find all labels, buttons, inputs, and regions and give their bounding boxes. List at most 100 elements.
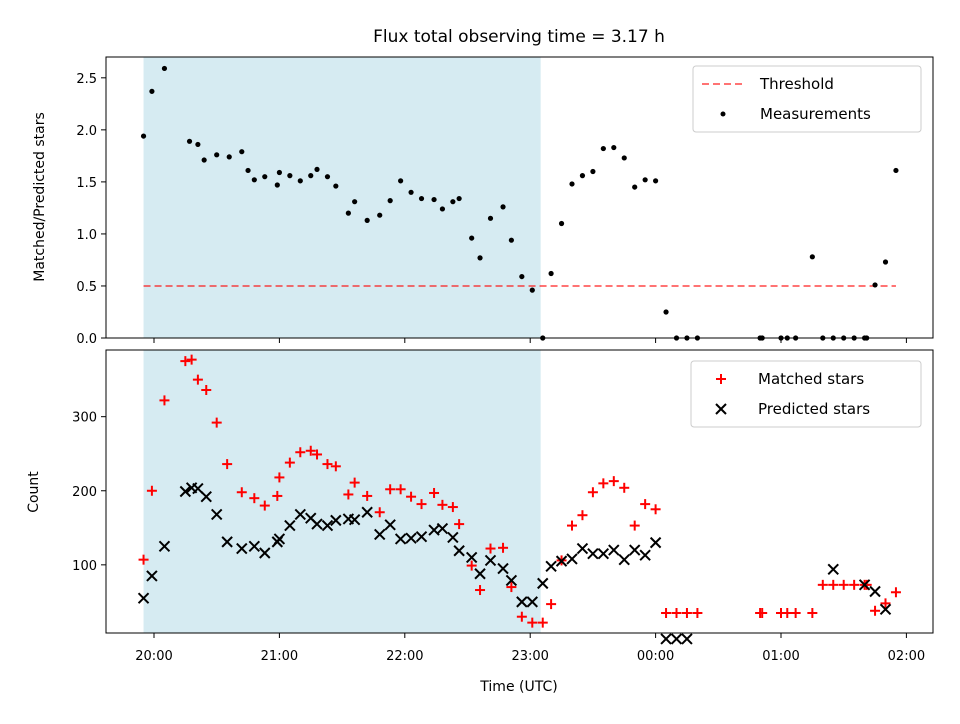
- measurement-point: [431, 196, 437, 203]
- top-y-tick-label: 1.5: [76, 176, 97, 191]
- predicted-star-marker: [576, 542, 589, 555]
- matched-star-marker: [475, 585, 486, 596]
- matched-star-marker: [362, 490, 373, 501]
- measurement-point: [387, 198, 393, 204]
- measurement-point: [149, 88, 155, 94]
- matched-star-marker: [671, 607, 682, 618]
- measurement-point: [569, 181, 575, 187]
- bottom-y-axis-label: Count: [26, 471, 42, 513]
- predicted-star-marker: [137, 592, 150, 604]
- matched-star-marker: [236, 487, 247, 498]
- predicted-star-marker: [384, 519, 396, 531]
- predicted-star-marker: [447, 531, 459, 544]
- matched-star-marker: [577, 510, 588, 521]
- matched-star-marker: [395, 484, 406, 495]
- matched-star-marker: [661, 607, 672, 618]
- matched-star-marker: [259, 500, 270, 511]
- matched-star-marker: [322, 459, 333, 470]
- measurement-point: [548, 270, 554, 277]
- predicted-star-marker: [330, 514, 342, 527]
- bottom-shaded-region: [143, 350, 541, 633]
- matched-star-marker: [640, 499, 651, 510]
- top-y-tick-label: 0.5: [76, 280, 97, 295]
- predicted-star-marker: [146, 570, 158, 582]
- matched-star-marker: [429, 487, 440, 498]
- matched-star-marker: [222, 459, 233, 470]
- predicted-star-marker: [179, 485, 192, 498]
- matched-star-marker: [249, 493, 260, 504]
- chart-title: Flux total observing time = 3.17 h: [373, 27, 665, 47]
- matched-star-marker: [817, 579, 828, 590]
- legend-predicted-label: Predicted stars: [758, 400, 870, 418]
- measurement-point: [456, 195, 462, 202]
- predicted-star-marker: [587, 548, 599, 560]
- top-legend-box: [692, 65, 922, 133]
- measurement-point: [642, 177, 648, 183]
- bottom-x-ticks: 20:00 21:00 22:00 23:00 00:00 01:00 02:00: [135, 633, 925, 664]
- legend-predicted-swatch: [715, 403, 727, 415]
- legend-matched-swatch: [716, 374, 726, 384]
- matched-star-marker: [807, 607, 818, 618]
- matched-star-marker: [598, 478, 609, 489]
- matched-star-marker: [416, 499, 427, 510]
- matched-star-marker: [890, 587, 901, 598]
- measurement-point: [611, 144, 617, 151]
- matched-star-marker: [629, 520, 640, 531]
- predicted-star-marker: [248, 540, 261, 553]
- matched-star-marker: [454, 519, 465, 530]
- x-tick-label: 00:00: [637, 649, 674, 664]
- top-y-tick-label: 1.0: [76, 228, 97, 243]
- top-plot-frame: [105, 56, 934, 339]
- predicted-star-marker: [474, 568, 486, 580]
- measurement-point: [333, 183, 339, 189]
- matched-star-marker: [782, 607, 793, 618]
- measurement-point: [314, 166, 320, 172]
- matched-star-marker: [374, 507, 385, 518]
- bottom-y-tick-label: 300: [72, 411, 97, 426]
- matched-star-marker: [485, 543, 496, 554]
- matched-star-marker: [447, 502, 458, 513]
- predicted-star-marker: [858, 579, 871, 591]
- measurement-point: [477, 255, 483, 261]
- predicted-star-marker: [484, 554, 497, 567]
- measurement-point: [398, 178, 404, 184]
- x-axis-label: Time (UTC): [479, 679, 557, 695]
- measurement-point: [140, 133, 147, 139]
- legend-matched-label: Matched stars: [758, 370, 864, 388]
- predicted-star-marker: [516, 596, 528, 608]
- predicted-star-marker: [670, 633, 683, 645]
- matched-star-marker: [274, 472, 285, 483]
- top-y-tick-label: 2.5: [76, 72, 97, 87]
- matched-star-marker: [498, 542, 509, 553]
- top-panel: 0.0 0.5 1.0 1.5 2.0 2.5 Matched/Predicted sta…: [32, 56, 934, 347]
- predicted-star-marker: [311, 518, 323, 530]
- matched-star-marker: [343, 489, 354, 500]
- measurement-point: [487, 215, 494, 221]
- measurement-point: [345, 210, 351, 216]
- matched-star-marker: [619, 482, 630, 493]
- measurement-point: [408, 189, 414, 195]
- measurement-point: [297, 178, 303, 184]
- bottom-y-tick-label: 100: [72, 559, 97, 574]
- matched-star-marker: [437, 499, 448, 510]
- matched-star-marker: [192, 374, 203, 385]
- predicted-star-marker: [879, 603, 892, 616]
- x-tick-label: 22:00: [386, 649, 423, 664]
- bottom-plot-frame: [105, 349, 934, 634]
- matched-star-marker: [516, 611, 527, 622]
- x-tick-label: 02:00: [888, 649, 925, 664]
- matched-star-marker: [159, 395, 170, 406]
- measurement-point: [529, 287, 535, 293]
- matched-star-marker: [180, 356, 191, 367]
- measurement-point: [519, 273, 525, 280]
- matched-star-marker: [567, 520, 577, 531]
- matched-star-markers: [138, 354, 901, 628]
- measurement-point: [262, 174, 268, 180]
- predicted-star-marker: [869, 585, 881, 598]
- top-legend: Threshold Measurements: [692, 65, 922, 133]
- x-tick-label: 20:00: [135, 649, 172, 664]
- measurement-point: [809, 254, 815, 260]
- legend-measurement-label: Measurements: [760, 105, 871, 123]
- measurement-point: [508, 237, 514, 243]
- predicted-star-marker: [415, 530, 428, 543]
